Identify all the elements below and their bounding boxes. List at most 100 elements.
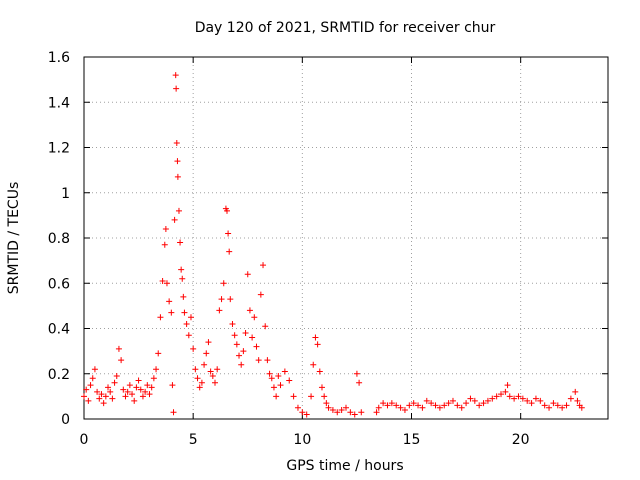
data-point (519, 395, 526, 402)
data-point (177, 239, 184, 246)
data-point (111, 379, 118, 386)
data-point (240, 348, 247, 355)
data-point (506, 393, 513, 400)
data-point (173, 139, 180, 146)
data-point (102, 393, 109, 400)
data-point (358, 409, 365, 416)
data-point (173, 85, 180, 92)
data-point (321, 393, 328, 400)
data-point (174, 158, 181, 165)
data-point (120, 386, 127, 393)
x-tick-label: 20 (512, 432, 530, 448)
data-point (196, 384, 203, 391)
data-point (524, 397, 531, 404)
data-point (135, 377, 142, 384)
data-point (401, 406, 408, 413)
data-point (139, 393, 146, 400)
data-point (375, 404, 382, 411)
data-point (96, 395, 103, 402)
data-point (229, 320, 236, 327)
data-point (144, 382, 151, 389)
data-point (81, 393, 87, 400)
y-tick-label: 1 (61, 186, 70, 202)
data-point (312, 334, 319, 341)
data-point (246, 307, 253, 314)
x-tick-label: 0 (80, 432, 89, 448)
data-points (81, 72, 585, 418)
data-point (255, 357, 262, 364)
data-point (484, 397, 491, 404)
data-point (572, 388, 579, 395)
data-point (85, 397, 92, 404)
data-point (131, 397, 138, 404)
data-point (515, 393, 522, 400)
data-point (242, 330, 249, 337)
data-point (316, 368, 323, 375)
data-point (351, 411, 358, 418)
data-point (150, 375, 157, 382)
data-point (419, 404, 426, 411)
data-point (192, 366, 199, 373)
data-point (410, 400, 417, 407)
data-point (393, 402, 400, 409)
x-axis-label: GPS time / hours (286, 458, 403, 474)
data-point (563, 402, 570, 409)
data-point (257, 291, 264, 298)
data-point (214, 366, 221, 373)
data-point (168, 309, 175, 316)
data-point (187, 314, 194, 321)
data-point (226, 248, 233, 255)
data-point (303, 411, 310, 418)
data-point (118, 357, 125, 364)
data-point (318, 384, 325, 391)
data-point (489, 395, 496, 402)
data-point (170, 409, 177, 416)
data-point (380, 400, 387, 407)
data-point (220, 280, 227, 287)
data-point (338, 406, 345, 413)
y-axis-ticks: 0 0.2 0.4 0.6 0.8 1 1.2 1.4 1.6 (48, 50, 608, 428)
data-point (266, 370, 273, 377)
data-point (277, 382, 284, 389)
data-point (100, 400, 107, 407)
data-point (493, 393, 500, 400)
data-point (163, 280, 170, 287)
data-point (153, 366, 160, 373)
data-point (441, 402, 448, 409)
data-point (190, 345, 197, 352)
data-point (218, 296, 225, 303)
data-point (181, 309, 188, 316)
data-point (353, 370, 360, 377)
x-tick-label: 5 (189, 432, 198, 448)
data-point (238, 361, 245, 368)
data-point (124, 388, 131, 395)
data-point (233, 341, 240, 348)
x-tick-label: 10 (293, 432, 311, 448)
y-tick-label: 0.2 (48, 367, 70, 383)
y-tick-label: 0 (61, 412, 70, 428)
data-point (260, 262, 267, 269)
data-point (550, 400, 557, 407)
grid-lines (84, 57, 608, 419)
data-point (281, 368, 288, 375)
x-axis-ticks: 0 5 10 15 20 (80, 57, 530, 448)
data-point (148, 384, 155, 391)
data-point (347, 409, 354, 416)
data-point (268, 375, 275, 382)
data-point (87, 382, 94, 389)
data-point (162, 225, 169, 232)
data-point (463, 400, 470, 407)
data-point (209, 373, 216, 380)
data-point (159, 277, 166, 284)
data-point (286, 377, 293, 384)
data-point (244, 271, 251, 278)
data-point (511, 395, 518, 402)
data-point (310, 361, 317, 368)
data-point (203, 350, 210, 357)
data-point (83, 386, 90, 393)
data-point (373, 409, 380, 416)
data-point (406, 402, 413, 409)
data-point (171, 216, 178, 223)
data-point (89, 375, 96, 382)
data-point (194, 375, 201, 382)
